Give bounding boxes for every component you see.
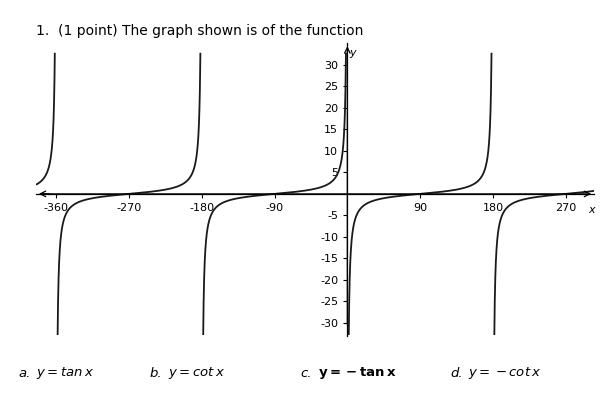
Text: x: x: [588, 205, 595, 214]
Text: $\mathit{y = cot\,x}$: $\mathit{y = cot\,x}$: [168, 365, 225, 381]
Text: 1.  (1 point) The graph shown is of the function: 1. (1 point) The graph shown is of the f…: [36, 24, 364, 38]
Text: a.: a.: [18, 367, 31, 380]
Text: $\mathit{\mathbf{y = -tan\,x}}$: $\mathit{\mathbf{y = -tan\,x}}$: [318, 365, 397, 381]
Text: d.: d.: [450, 367, 463, 380]
Text: y: y: [349, 48, 356, 58]
Text: $\mathit{y = -cot\,x}$: $\mathit{y = -cot\,x}$: [468, 365, 541, 381]
Text: b.: b.: [150, 367, 163, 380]
Text: $\mathit{y = tan\,x}$: $\mathit{y = tan\,x}$: [36, 365, 94, 381]
Text: c.: c.: [300, 367, 311, 380]
